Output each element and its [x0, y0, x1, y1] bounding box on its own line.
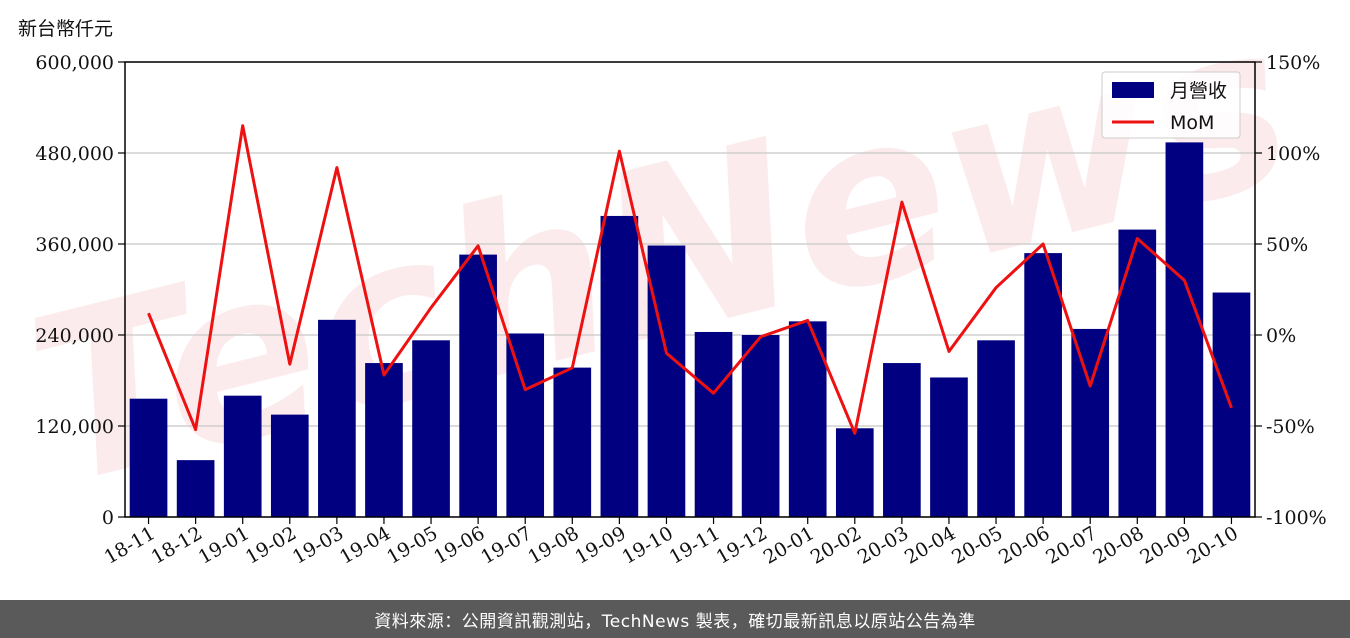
x-tick-label: 19-11 [666, 522, 724, 568]
x-tick-label: 19-12 [713, 522, 771, 568]
x-tick-label: 19-03 [289, 522, 347, 568]
x-tick-label: 20-04 [901, 522, 959, 568]
x-tick-label: 20-03 [854, 522, 912, 568]
bar-18-12 [176, 460, 215, 517]
x-tick-label: 19-09 [571, 522, 629, 568]
source-footer: 資料來源：公開資訊觀測站，TechNews 製表，確切最新訊息以原站公告為準 [0, 600, 1350, 638]
left-tick-label: 360,000 [35, 234, 114, 256]
legend-label-mom: MoM [1170, 112, 1214, 134]
bar-20-05 [977, 340, 1015, 517]
bar-19-04 [365, 363, 403, 517]
bar-20-06 [1024, 253, 1062, 517]
right-tick-label: -100% [1266, 507, 1327, 529]
bar-series-revenue [129, 142, 1251, 518]
bar-18-11 [129, 398, 168, 517]
bar-19-01 [223, 395, 262, 517]
x-tick-label: 18-11 [101, 522, 159, 568]
bar-19-09 [600, 215, 639, 518]
x-tick-label: 19-01 [195, 522, 253, 568]
bar-19-03 [318, 319, 356, 517]
line-series-mom [147, 124, 1233, 435]
bar-19-08 [553, 367, 592, 517]
x-tick-label: 20-10 [1184, 522, 1242, 568]
x-tick-label: 20-02 [807, 522, 865, 568]
bar-19-06 [459, 254, 497, 517]
y-axis-unit-label: 新台幣仟元 [18, 18, 114, 40]
combo-chart: TechNews 0120,000240,000360,000480,00060… [7, 0, 1327, 569]
right-tick-label: 50% [1266, 234, 1308, 256]
left-tick-label: 480,000 [35, 143, 114, 165]
bar-19-11 [694, 331, 733, 517]
legend-label-revenue: 月營收 [1170, 80, 1227, 102]
plot-frame [124, 61, 1256, 518]
left-tick-label: 120,000 [35, 416, 114, 438]
left-tick-label: 240,000 [35, 325, 114, 347]
bar-19-07 [506, 333, 545, 517]
right-tick-label: -50% [1266, 416, 1315, 438]
bar-19-02 [270, 414, 309, 517]
bar-19-12 [741, 335, 780, 517]
x-tick-label: 19-10 [619, 522, 677, 568]
x-tick-label: 19-05 [383, 522, 441, 568]
legend: 月營收 MoM [1101, 71, 1241, 139]
x-tick-label: 19-02 [242, 522, 300, 568]
left-tick-label: 600,000 [35, 52, 114, 74]
bar-19-05 [412, 340, 450, 517]
x-tick-label: 20-07 [1042, 522, 1100, 568]
bar-20-07 [1071, 328, 1110, 517]
x-tick-label: 20-09 [1136, 522, 1194, 568]
x-tick-label: 19-04 [336, 522, 394, 568]
right-tick-label: 100% [1266, 143, 1320, 165]
x-tick-label: 18-12 [148, 522, 206, 568]
right-tick-label: 150% [1266, 52, 1320, 74]
bar-20-08 [1118, 229, 1157, 517]
legend-swatch-revenue [1112, 82, 1154, 98]
bar-20-09 [1165, 142, 1204, 517]
x-tick-label: 20-06 [995, 522, 1053, 568]
bar-20-03 [883, 363, 921, 517]
x-tick-label: 19-07 [477, 522, 535, 568]
bar-19-10 [647, 245, 686, 517]
mom-line [147, 124, 1233, 435]
x-tick-label: 19-08 [524, 522, 582, 568]
bar-20-02 [835, 428, 874, 517]
bar-20-04 [930, 377, 968, 517]
x-tick-label: 20-01 [760, 522, 818, 568]
x-tick-label: 19-06 [430, 522, 488, 568]
x-tick-label: 20-05 [948, 522, 1006, 568]
left-tick-label: 0 [102, 507, 114, 529]
x-tick-label: 20-08 [1089, 522, 1147, 568]
right-tick-label: 0% [1266, 325, 1296, 347]
